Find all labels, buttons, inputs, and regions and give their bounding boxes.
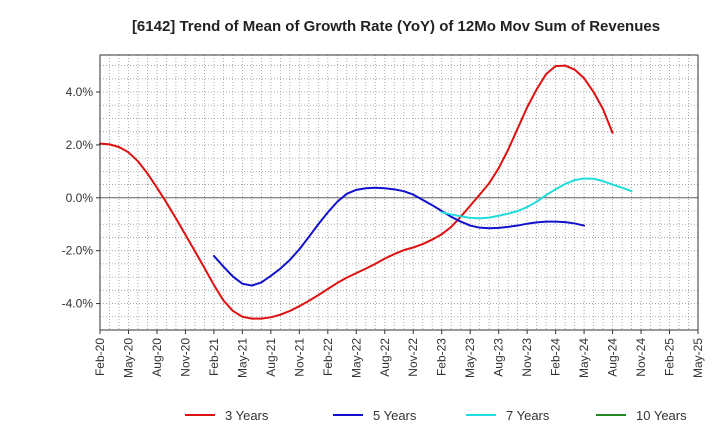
x-tick-label: May-24 bbox=[577, 338, 591, 378]
x-tick-label: May-20 bbox=[121, 338, 135, 378]
series-lines bbox=[99, 64, 633, 320]
x-tick-label: Aug-21 bbox=[264, 338, 278, 377]
grid bbox=[100, 55, 698, 331]
y-axis-ticks: 4.0% 2.0% 0.0% -2.0% -4.0% bbox=[62, 85, 100, 311]
y-tick-label: 4.0% bbox=[66, 85, 94, 99]
x-tick-label: Nov-21 bbox=[292, 338, 306, 377]
y-tick-label: 0.0% bbox=[66, 191, 94, 205]
plot-area bbox=[100, 55, 698, 330]
y-tick-label: -2.0% bbox=[62, 244, 94, 258]
x-tick-label: May-22 bbox=[349, 338, 363, 378]
x-tick-label: Aug-24 bbox=[606, 338, 620, 377]
chart-title: [6142] Trend of Mean of Growth Rate (YoY… bbox=[132, 18, 660, 35]
x-tick-label: May-21 bbox=[235, 338, 249, 378]
x-tick-label: Nov-23 bbox=[520, 338, 534, 377]
x-tick-label: Nov-24 bbox=[634, 338, 648, 377]
legend: 3 Years 5 Years 7 Years 10 Years bbox=[185, 408, 687, 423]
x-tick-label: Feb-22 bbox=[321, 338, 335, 376]
legend-label: 10 Years bbox=[636, 408, 687, 423]
y-tick-label: 2.0% bbox=[66, 138, 94, 152]
series-line-5-years bbox=[212, 186, 586, 287]
x-tick-label: Nov-22 bbox=[406, 338, 420, 377]
plot-frame bbox=[99, 54, 699, 331]
x-tick-label: May-25 bbox=[691, 338, 705, 378]
x-tick-label: Aug-20 bbox=[150, 338, 164, 377]
series-line-3-years bbox=[99, 64, 614, 320]
x-tick-label: Feb-25 bbox=[663, 338, 677, 376]
x-tick-label: Feb-24 bbox=[549, 338, 563, 376]
x-tick-label: Feb-23 bbox=[435, 338, 449, 376]
legend-label: 5 Years bbox=[373, 408, 417, 423]
y-tick-label: -4.0% bbox=[62, 297, 94, 311]
legend-label: 7 Years bbox=[506, 408, 550, 423]
x-tick-label: Aug-22 bbox=[378, 338, 392, 377]
x-tick-label: Aug-23 bbox=[492, 338, 506, 377]
series-line-7-years bbox=[440, 177, 633, 220]
x-tick-label: Nov-20 bbox=[178, 338, 192, 377]
x-axis-ticks: Feb-20 May-20 Aug-20 Nov-20 Feb-21 May-21 Aug-… bbox=[93, 330, 705, 378]
x-tick-label: Feb-21 bbox=[207, 338, 221, 376]
x-tick-label: Feb-20 bbox=[93, 338, 107, 376]
x-tick-label: May-23 bbox=[463, 338, 477, 378]
legend-label: 3 Years bbox=[225, 408, 269, 423]
